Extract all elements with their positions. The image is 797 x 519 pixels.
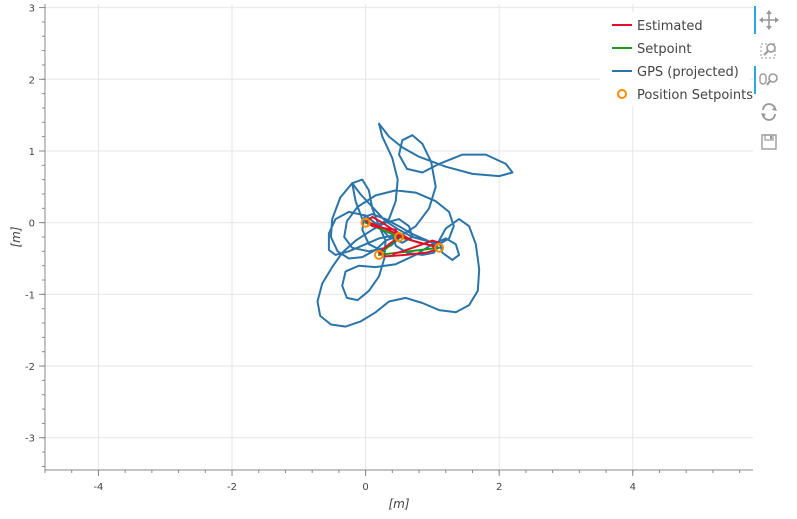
wheel-zoom-tool-button[interactable]	[754, 66, 783, 94]
pan-icon	[759, 10, 779, 30]
reset-icon	[761, 103, 777, 121]
y-ticks: -3 -2 -1 0 1 2 3	[25, 4, 45, 467]
legend-label-setpoint: Setpoint	[637, 42, 692, 57]
y-tick-label: -1	[25, 290, 35, 301]
y-axis-label: [m]	[9, 226, 23, 247]
save-icon	[761, 134, 777, 150]
y-tick-label: 0	[29, 219, 35, 230]
y-tick-label: 1	[29, 147, 35, 158]
series-gps-projected	[316, 122, 514, 328]
legend-label-estimated: Estimated	[637, 19, 703, 34]
pan-tool-button[interactable]	[754, 6, 783, 34]
x-tick-label: 4	[630, 482, 636, 493]
y-tick-label: -2	[25, 362, 35, 373]
x-ticks: -4 -2 0 2 4	[44, 470, 741, 493]
y-tick-label: 3	[29, 4, 35, 15]
point-position-setpoints	[360, 217, 371, 228]
wheel-zoom-icon	[759, 73, 778, 86]
toolbar	[752, 4, 792, 154]
x-tick-label: 2	[496, 482, 502, 493]
y-tick-label: -3	[25, 434, 35, 445]
series-layer	[316, 122, 514, 328]
legend-label-gps-projected: GPS (projected)	[637, 65, 739, 80]
box-zoom-tool-button[interactable]	[755, 36, 783, 64]
legend: Estimated Setpoint GPS (projected) Position…	[600, 12, 753, 106]
point-position-setpoints	[394, 232, 404, 242]
x-tick-label: 0	[362, 482, 368, 493]
save-tool-button[interactable]	[755, 128, 783, 156]
point-position-setpoints	[434, 242, 445, 253]
x-axis-label: [m]	[388, 497, 409, 511]
legend-swatch-position-setpoints	[617, 89, 627, 99]
box-zoom-icon	[760, 43, 776, 59]
point-position-setpoints	[373, 249, 384, 260]
legend-label-position-setpoints: Position Setpoints	[637, 88, 753, 103]
x-tick-label: -4	[93, 482, 103, 493]
reset-tool-button[interactable]	[755, 98, 783, 126]
x-tick-label: -2	[227, 482, 237, 493]
y-tick-label: 2	[29, 75, 35, 86]
